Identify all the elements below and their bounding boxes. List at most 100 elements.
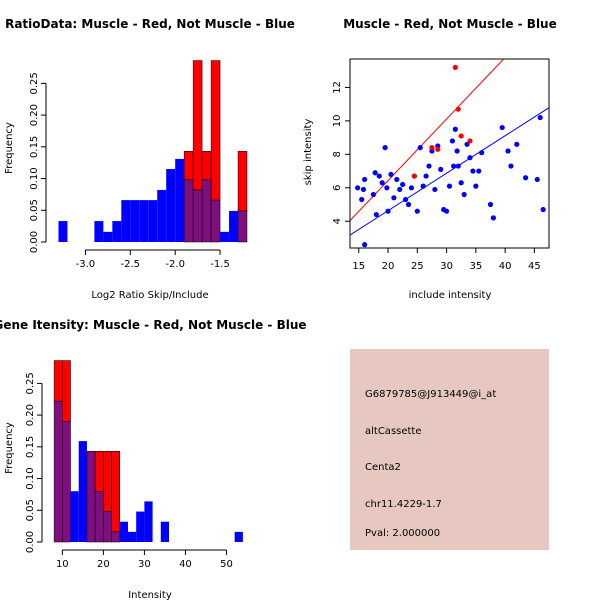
x-tick-label: 10 [56, 559, 69, 570]
point-not-muscle [373, 211, 379, 218]
scatter-plot-box [349, 58, 550, 249]
bar-muscle [94, 451, 104, 492]
x-tick-label: 40 [179, 559, 192, 570]
point-not-muscle [479, 150, 485, 156]
point-not-muscle [534, 176, 540, 183]
point-not-muscle [362, 242, 368, 248]
bar-not-muscle [157, 189, 167, 242]
scatter-title: Muscle - Red, Not Muscle - Blue [343, 17, 557, 31]
bar-overlap [183, 179, 194, 243]
bar-muscle [53, 360, 63, 402]
bar-not-muscle [166, 169, 176, 242]
point-not-muscle [537, 114, 543, 121]
bar-overlap [94, 490, 104, 543]
scatter-ylabel: skip intensity [303, 119, 314, 186]
point-not-muscle [450, 163, 457, 169]
bar-not-muscle [58, 221, 68, 242]
bar-not-muscle [229, 210, 239, 242]
bar-muscle [192, 60, 203, 191]
point-not-muscle [403, 196, 409, 203]
point-not-muscle [384, 185, 390, 191]
intensity-histogram-x-axis: 10 20 30 40 50 [56, 549, 233, 570]
gene-name: Centa2 [365, 462, 401, 473]
y-tick-label: 0.20 [25, 404, 36, 426]
bar-not-muscle [175, 158, 185, 242]
bar-not-muscle [119, 521, 128, 542]
point-not-muscle [408, 185, 415, 191]
x-tick-label: -2.0 [165, 259, 185, 270]
point-not-muscle [417, 145, 423, 151]
bar-not-muscle [139, 200, 149, 242]
x-tick-label: -2.5 [121, 259, 141, 270]
bar-not-muscle [130, 200, 140, 242]
y-tick-label: 0.20 [29, 104, 40, 126]
point-not-muscle [360, 186, 367, 193]
ratio-histogram-panel: RatioData: Muscle - Red, Not Muscle - Bl… [4, 17, 295, 301]
point-not-muscle [446, 183, 453, 189]
y-tick-label: 0.00 [29, 231, 40, 253]
point-not-muscle [540, 206, 546, 213]
bar-muscle [103, 451, 112, 512]
intensity-histogram-ylabel: Frequency [4, 422, 15, 474]
point-not-muscle [487, 201, 494, 208]
bar-not-muscle [70, 491, 79, 542]
point-not-muscle [455, 163, 461, 169]
bar-not-muscle [148, 200, 158, 242]
point-not-muscle [508, 163, 514, 169]
point-not-muscle [362, 176, 368, 183]
y-tick-label: 6 [332, 185, 343, 191]
point-not-muscle [382, 145, 388, 151]
bar-not-muscle [160, 521, 170, 542]
info-panel: G6879785@J913449@i_at altCassette Centa2… [350, 349, 549, 550]
ratio-histogram-title: RatioData: Muscle - Red, Not Muscle - Bl… [5, 17, 295, 31]
scatter-fit-lines [349, 58, 550, 236]
y-tick-label: 0.00 [25, 531, 36, 553]
x-tick-label: 25 [411, 261, 424, 272]
point-not-muscle [438, 166, 444, 172]
point-not-muscle [397, 186, 403, 193]
intensity-scatter-panel: Muscle - Red, Not Muscle - Blue 15 20 25 30… [303, 17, 557, 301]
point-not-muscle [499, 124, 505, 131]
point-not-muscle [443, 208, 450, 214]
bar-not-muscle [121, 200, 131, 242]
bar-muscle [183, 151, 194, 181]
point-not-muscle [394, 176, 400, 183]
point-not-muscle [490, 215, 496, 221]
x-tick-label: -1.5 [210, 259, 230, 270]
y-tick-label: 0.25 [25, 372, 36, 394]
bar-not-muscle [112, 221, 122, 242]
scatter-xlabel: include intensity [409, 290, 492, 301]
y-tick-label: 0.10 [25, 467, 36, 489]
ratio-histogram-ylabel: Frequency [4, 122, 15, 174]
bar-muscle [201, 151, 212, 181]
point-not-muscle [470, 168, 476, 174]
x-tick-label: 15 [352, 261, 365, 272]
point-not-muscle [461, 191, 467, 198]
scatter-y-axis: 4 6 8 10 12 [332, 81, 350, 224]
x-tick-label: 45 [528, 261, 541, 272]
x-tick-label: 50 [220, 559, 233, 570]
y-tick-label: 0.25 [29, 72, 40, 94]
point-muscle [429, 145, 435, 151]
bar-overlap [210, 199, 221, 243]
point-muscle [452, 64, 458, 70]
ratio-histogram-y-axis: 0.00 0.05 0.10 0.15 0.20 0.25 [29, 72, 47, 253]
point-not-muscle [522, 175, 529, 181]
intensity-histogram-panel: Gene Itensity: Muscle - Red, Not Muscle … [0, 318, 307, 600]
bar-overlap [201, 179, 212, 243]
pval-text: Pval: 2.000000 [365, 528, 440, 539]
point-not-muscle [420, 183, 426, 189]
intensity-histogram-y-axis: 0.00 0.05 0.10 0.15 0.20 0.25 [25, 372, 43, 553]
bar-muscle [111, 451, 121, 533]
x-tick-label: 30 [440, 261, 453, 272]
x-tick-label: 40 [499, 261, 512, 272]
point-not-muscle [476, 168, 482, 174]
y-tick-label: 12 [332, 81, 343, 94]
point-not-muscle [376, 173, 382, 179]
y-tick-label: 0.10 [29, 167, 40, 189]
point-muscle [411, 173, 417, 179]
y-tick-label: 0.15 [25, 436, 36, 458]
point-not-muscle [467, 155, 473, 161]
point-not-muscle [391, 195, 397, 201]
point-not-muscle [426, 163, 432, 169]
